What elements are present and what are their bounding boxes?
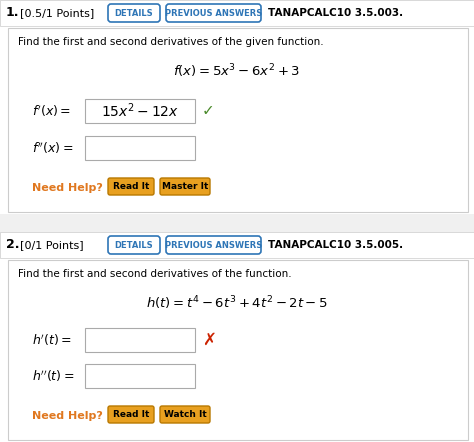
- Text: 2.: 2.: [6, 239, 19, 251]
- Text: Find the first and second derivatives of the given function.: Find the first and second derivatives of…: [18, 37, 324, 47]
- Bar: [0, 232, 474, 258]
- Text: PREVIOUS ANSWERS: PREVIOUS ANSWERS: [165, 8, 262, 18]
- FancyBboxPatch shape: [108, 4, 160, 22]
- FancyBboxPatch shape: [166, 4, 261, 22]
- Text: Find the first and second derivatives of the function.: Find the first and second derivatives of…: [18, 269, 292, 279]
- Bar: [0, 26, 474, 214]
- Text: $\mathit{f}(\mathit{x}) = 5\mathit{x}^3 - 6\mathit{x}^2 + 3$: $\mathit{f}(\mathit{x}) = 5\mathit{x}^3 …: [173, 62, 301, 80]
- Text: $\mathit{f}''(\mathit{x}) =$: $\mathit{f}''(\mathit{x}) =$: [32, 140, 73, 156]
- Text: [0/1 Points]: [0/1 Points]: [20, 240, 83, 250]
- FancyBboxPatch shape: [160, 178, 210, 195]
- Text: $15\mathit{x}^2 - 12\mathit{x}$: $15\mathit{x}^2 - 12\mathit{x}$: [101, 102, 179, 120]
- Text: DETAILS: DETAILS: [115, 240, 153, 249]
- Text: TANAPCALC10 3.5.005.: TANAPCALC10 3.5.005.: [268, 240, 403, 250]
- Text: Need Help?: Need Help?: [32, 411, 103, 421]
- Text: PREVIOUS ANSWERS: PREVIOUS ANSWERS: [165, 240, 262, 249]
- Text: $\mathit{h}(\mathit{t}) = \mathit{t}^4 - 6\mathit{t}^3 + 4\mathit{t}^2 - 2\mathi: $\mathit{h}(\mathit{t}) = \mathit{t}^4 -…: [146, 294, 328, 312]
- Text: ✗: ✗: [202, 331, 216, 349]
- FancyBboxPatch shape: [166, 236, 261, 254]
- Text: Read It: Read It: [113, 182, 149, 191]
- Bar: [85, 328, 195, 352]
- Bar: [0, 214, 474, 232]
- Text: $\mathit{h}'(\mathit{t}) =$: $\mathit{h}'(\mathit{t}) =$: [32, 332, 72, 348]
- Text: 1.: 1.: [6, 7, 19, 19]
- Bar: [85, 99, 195, 123]
- Text: Master It: Master It: [162, 182, 208, 191]
- Text: Read It: Read It: [113, 410, 149, 419]
- Text: $\mathit{f}'(\mathit{x}) =$: $\mathit{f}'(\mathit{x}) =$: [32, 103, 71, 119]
- FancyBboxPatch shape: [108, 406, 154, 423]
- FancyBboxPatch shape: [160, 406, 210, 423]
- Bar: [0, 0, 474, 26]
- Bar: [0, 258, 474, 442]
- Text: TANAPCALC10 3.5.003.: TANAPCALC10 3.5.003.: [268, 8, 403, 18]
- Text: [0.5/1 Points]: [0.5/1 Points]: [20, 8, 94, 18]
- FancyBboxPatch shape: [108, 236, 160, 254]
- Bar: [8, 260, 468, 440]
- Text: DETAILS: DETAILS: [115, 8, 153, 18]
- Text: Watch It: Watch It: [164, 410, 206, 419]
- Text: $\mathit{h}''(\mathit{t}) =$: $\mathit{h}''(\mathit{t}) =$: [32, 368, 74, 384]
- Bar: [8, 28, 468, 212]
- FancyBboxPatch shape: [108, 178, 154, 195]
- Bar: [85, 364, 195, 388]
- Bar: [85, 136, 195, 160]
- Text: ✓: ✓: [202, 103, 215, 118]
- Text: Need Help?: Need Help?: [32, 183, 103, 193]
